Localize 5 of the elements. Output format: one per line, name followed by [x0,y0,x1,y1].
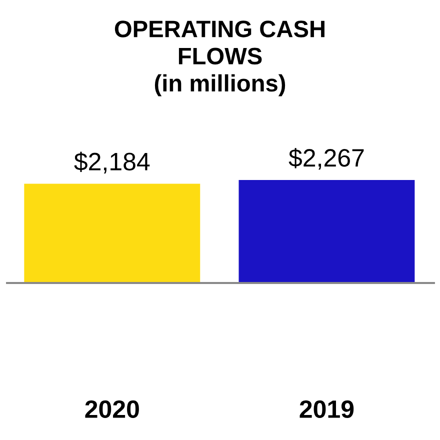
chart-title: OPERATING CASH FLOWS (in millions) [114,20,324,96]
x-tick-label: 2019 [300,400,354,418]
data-label: $2,267 [288,148,364,170]
data-label: $2,184 [74,152,150,174]
x-tick-label: 2020 [85,400,139,418]
